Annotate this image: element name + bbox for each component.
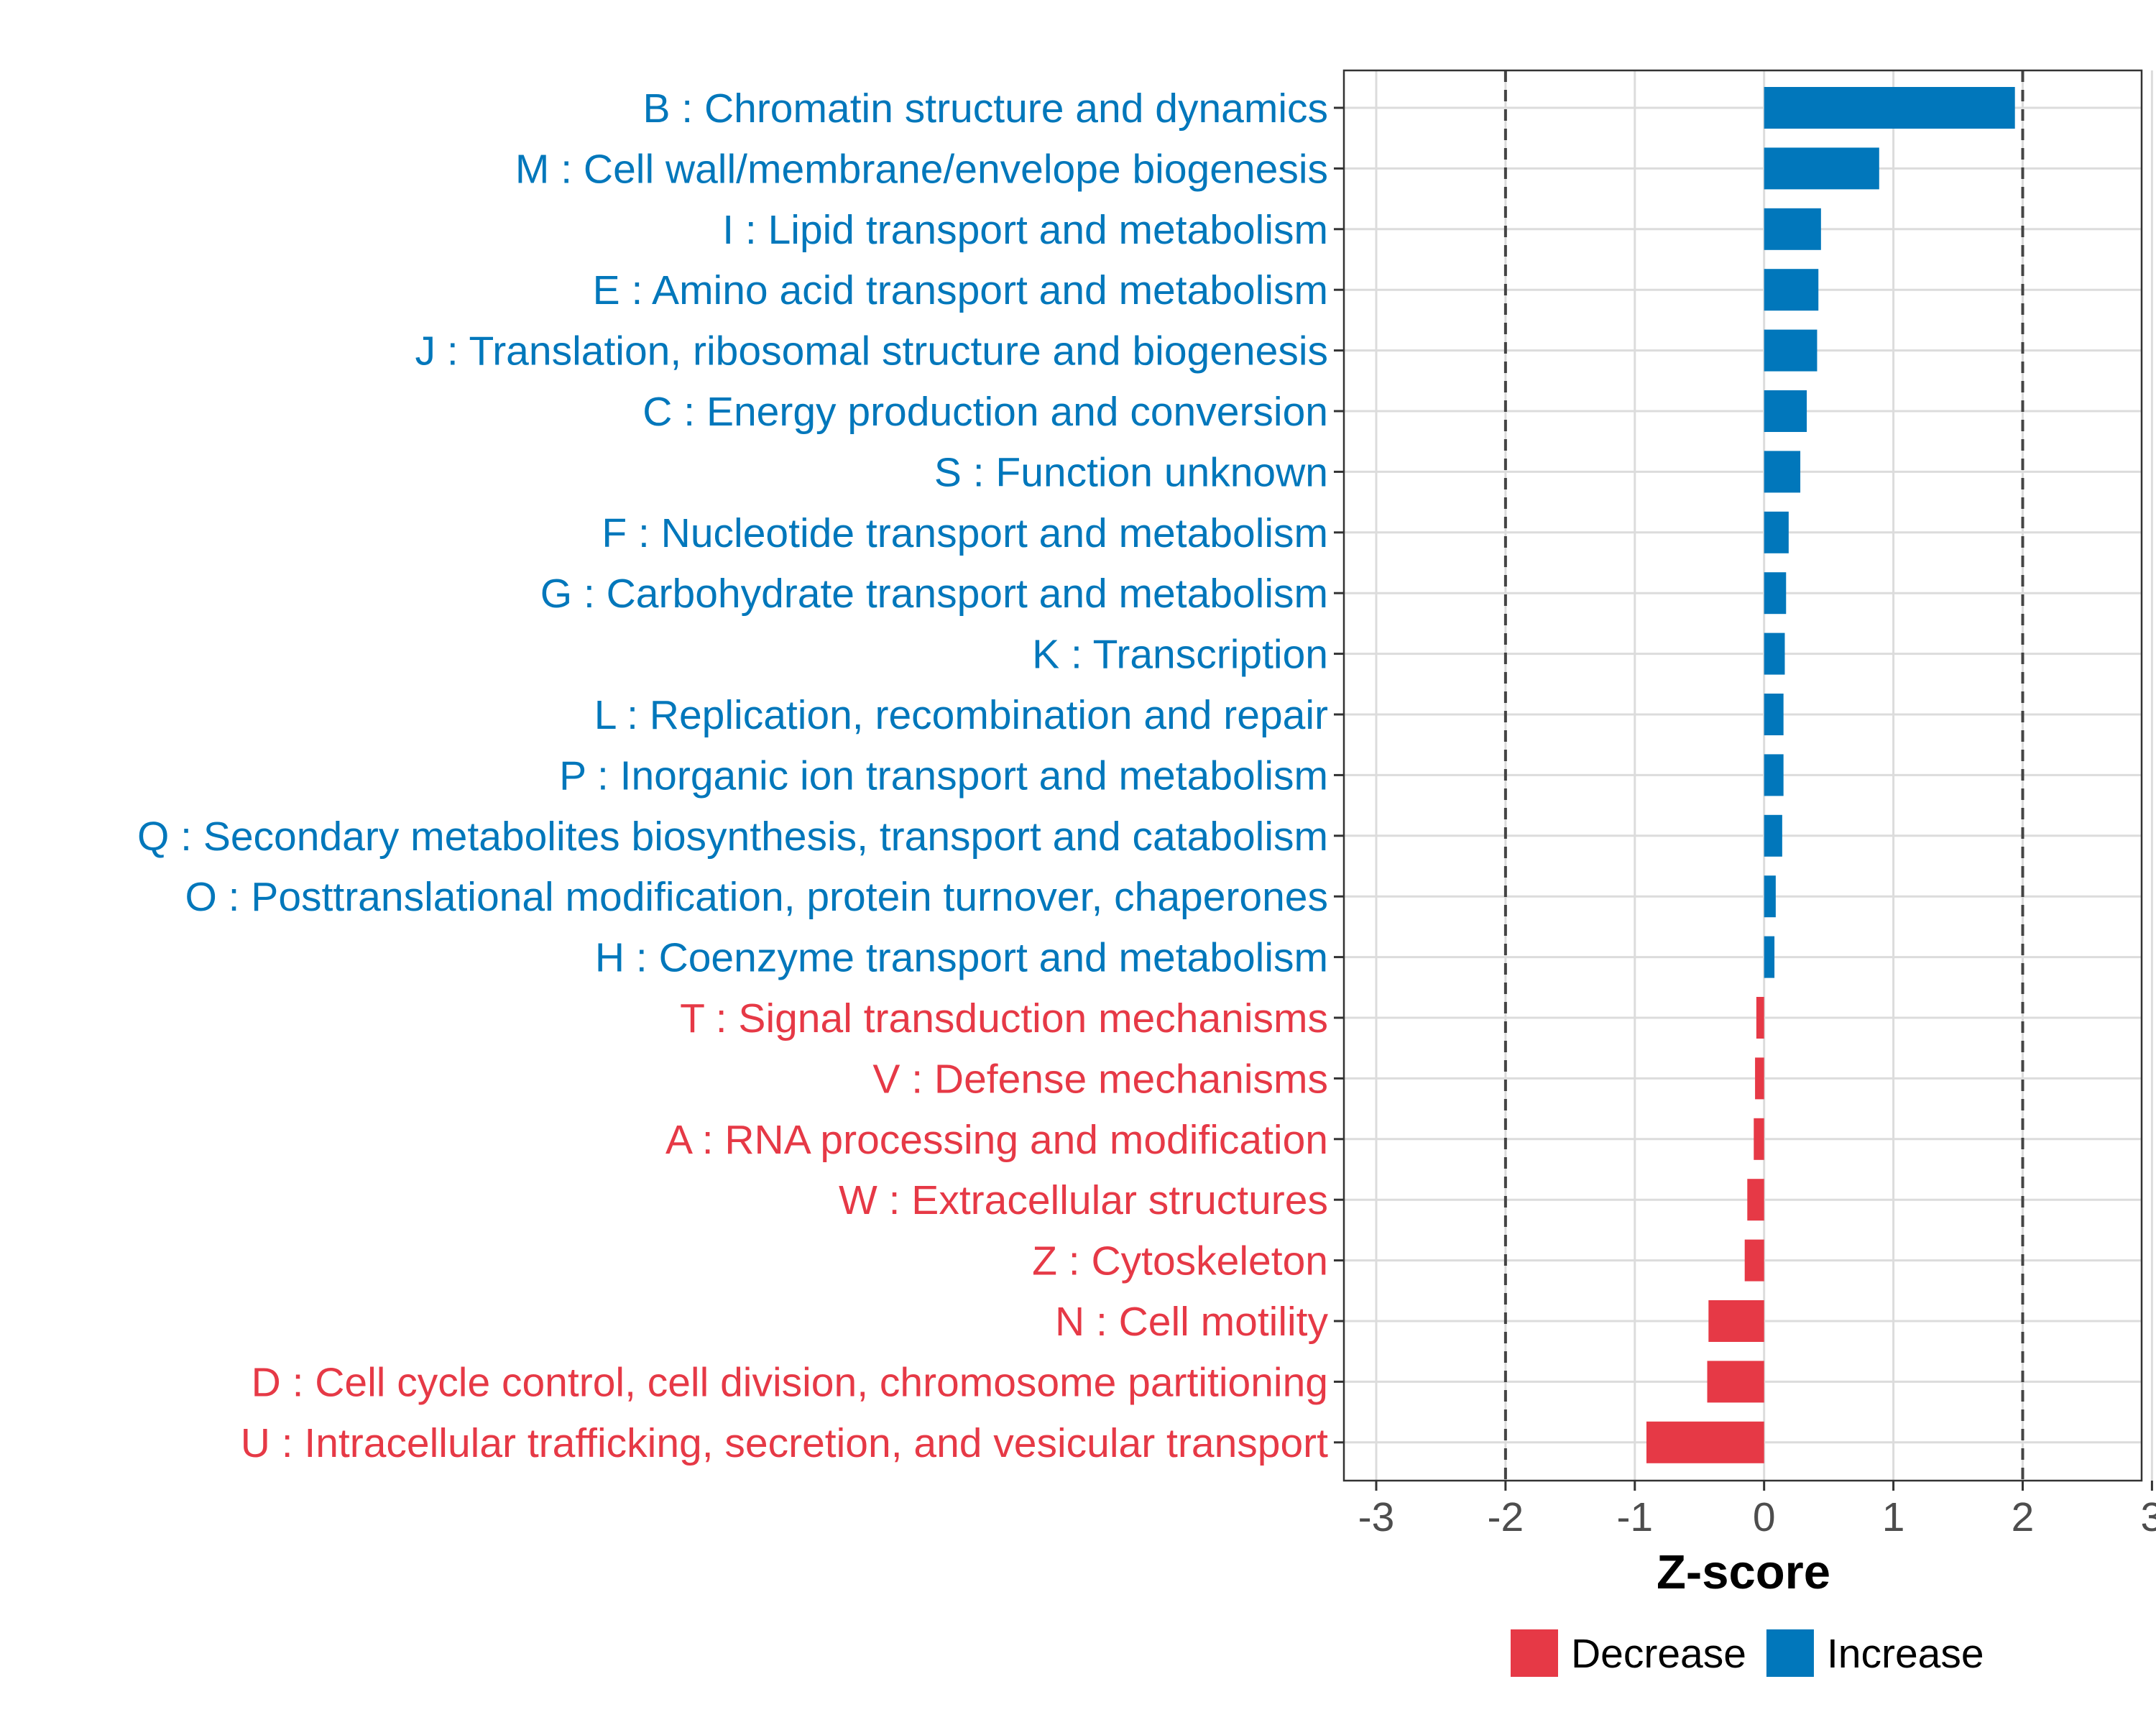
legend-swatch (1511, 1629, 1558, 1677)
legend-item: Increase (1766, 1629, 1984, 1677)
bar (1764, 451, 1801, 493)
x-axis-title: Z-score (1657, 1545, 1830, 1599)
category-label: U : Intracellular trafficking, secretion… (241, 1420, 1328, 1466)
category-label: D : Cell cycle control, cell division, c… (252, 1359, 1328, 1405)
category-label: Z : Cytoskeleton (1032, 1238, 1328, 1284)
category-label: N : Cell motility (1055, 1299, 1329, 1345)
category-label: C : Energy production and conversion (642, 389, 1328, 435)
category-label: M : Cell wall/membrane/envelope biogenes… (515, 146, 1328, 192)
bar (1764, 87, 2015, 129)
bar (1744, 1239, 1764, 1282)
legend-item: Decrease (1511, 1629, 1746, 1677)
legend-label: Decrease (1571, 1631, 1746, 1677)
category-label: W : Extracellular structures (839, 1177, 1328, 1223)
category-label: A : RNA processing and modification (665, 1117, 1328, 1163)
bar (1747, 1179, 1764, 1221)
bar (1646, 1421, 1764, 1463)
bar (1764, 754, 1784, 796)
bars (1646, 87, 2015, 1463)
category-label: H : Coenzyme transport and metabolism (595, 935, 1328, 981)
bar (1764, 511, 1789, 553)
x-tick-label: -2 (1488, 1494, 1524, 1540)
x-tick-label: 3 (2141, 1494, 2156, 1540)
y-axis-ticks (1334, 106, 1344, 1444)
bar (1764, 269, 1819, 311)
x-axis-ticks: -3 -2 -1 0 1 2 3 (1358, 1481, 2156, 1540)
legend-label: Increase (1827, 1631, 1984, 1677)
bar (1764, 694, 1784, 735)
category-label: B : Chromatin structure and dynamics (642, 86, 1328, 132)
category-label: S : Function unknown (934, 449, 1328, 495)
category-label: L : Replication, recombination and repai… (594, 692, 1328, 738)
bar (1756, 997, 1764, 1039)
bar (1764, 814, 1782, 857)
category-label: T : Signal transduction mechanisms (680, 995, 1328, 1041)
bar (1764, 147, 1879, 190)
bar (1764, 208, 1821, 250)
bar (1764, 632, 1785, 675)
bar (1764, 390, 1807, 432)
category-label: F : Nucleotide transport and metabolism (602, 510, 1328, 556)
legend: Decrease Increase (1511, 1629, 1984, 1677)
bar (1764, 936, 1775, 978)
category-label: K : Transcription (1032, 632, 1328, 678)
bar (1708, 1300, 1764, 1342)
category-label: P : Inorganic ion transport and metaboli… (559, 753, 1328, 799)
category-label: Q : Secondary metabolites biosynthesis, … (137, 814, 1328, 860)
x-tick-label: -3 (1358, 1494, 1395, 1540)
bar (1755, 1057, 1764, 1100)
category-labels: B : Chromatin structure and dynamics M : … (137, 86, 1329, 1466)
legend-swatch (1766, 1629, 1814, 1677)
bar (1764, 572, 1787, 615)
bar (1764, 329, 1818, 372)
x-tick-label: 1 (1882, 1494, 1905, 1540)
category-label: E : Amino acid transport and metabolism (593, 267, 1328, 313)
x-tick-label: 2 (2012, 1494, 2035, 1540)
reference-lines (1503, 70, 2024, 1481)
category-label: J : Translation, ribosomal structure and… (415, 328, 1328, 374)
x-tick-label: 0 (1753, 1494, 1776, 1540)
bar (1754, 1118, 1764, 1160)
category-label: V : Defense mechanisms (872, 1056, 1328, 1102)
category-label: G : Carbohydrate transport and metabolis… (540, 571, 1328, 617)
bar (1707, 1361, 1764, 1403)
category-label: O : Posttranslational modification, prot… (185, 874, 1328, 920)
category-label: I : Lipid transport and metabolism (722, 207, 1328, 253)
x-tick-label: -1 (1616, 1494, 1653, 1540)
bar (1764, 875, 1776, 918)
